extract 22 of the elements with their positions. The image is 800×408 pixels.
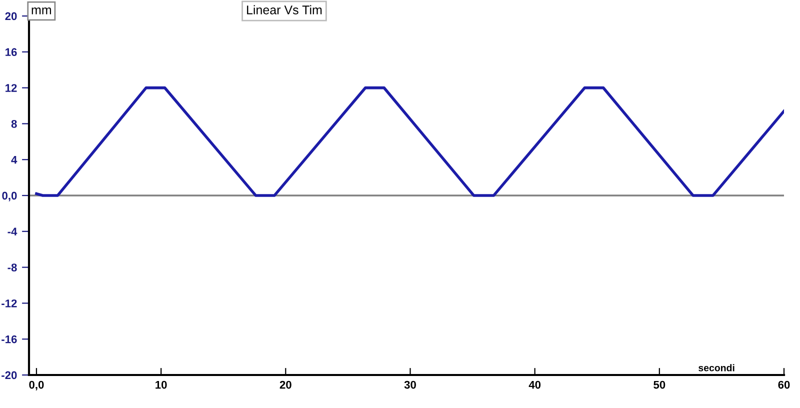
x-tick-label: 60 [778,380,790,389]
y-tick-label: -4 [8,228,18,236]
y-tick-label: -20 [2,371,17,380]
y-tick-label: 12 [6,84,17,92]
y-tick-label: -16 [2,335,17,344]
chart-title: Linear Vs Tim [247,5,322,14]
x-tick-label: 0,0 [29,380,44,390]
x-tick-label: 50 [654,380,666,389]
line-series [35,86,784,197]
y-axis-title: mm [32,8,51,14]
y-tick-label: 0,0 [2,192,17,202]
y-tick-label: -12 [2,299,17,308]
x-tick-label: 20 [280,380,292,389]
y-tick-label: 8 [11,120,17,128]
x-tick-label: 10 [156,380,167,389]
y-tick-label: 4 [11,156,18,164]
x-tick-label: 40 [528,380,541,389]
x-tick-label: 30 [404,380,416,389]
y-tick-label: 20 [5,12,17,20]
y-tick-label: -8 [8,264,17,272]
y-tick-label: 16 [6,48,17,56]
x-axis-title: secondi [698,364,734,372]
